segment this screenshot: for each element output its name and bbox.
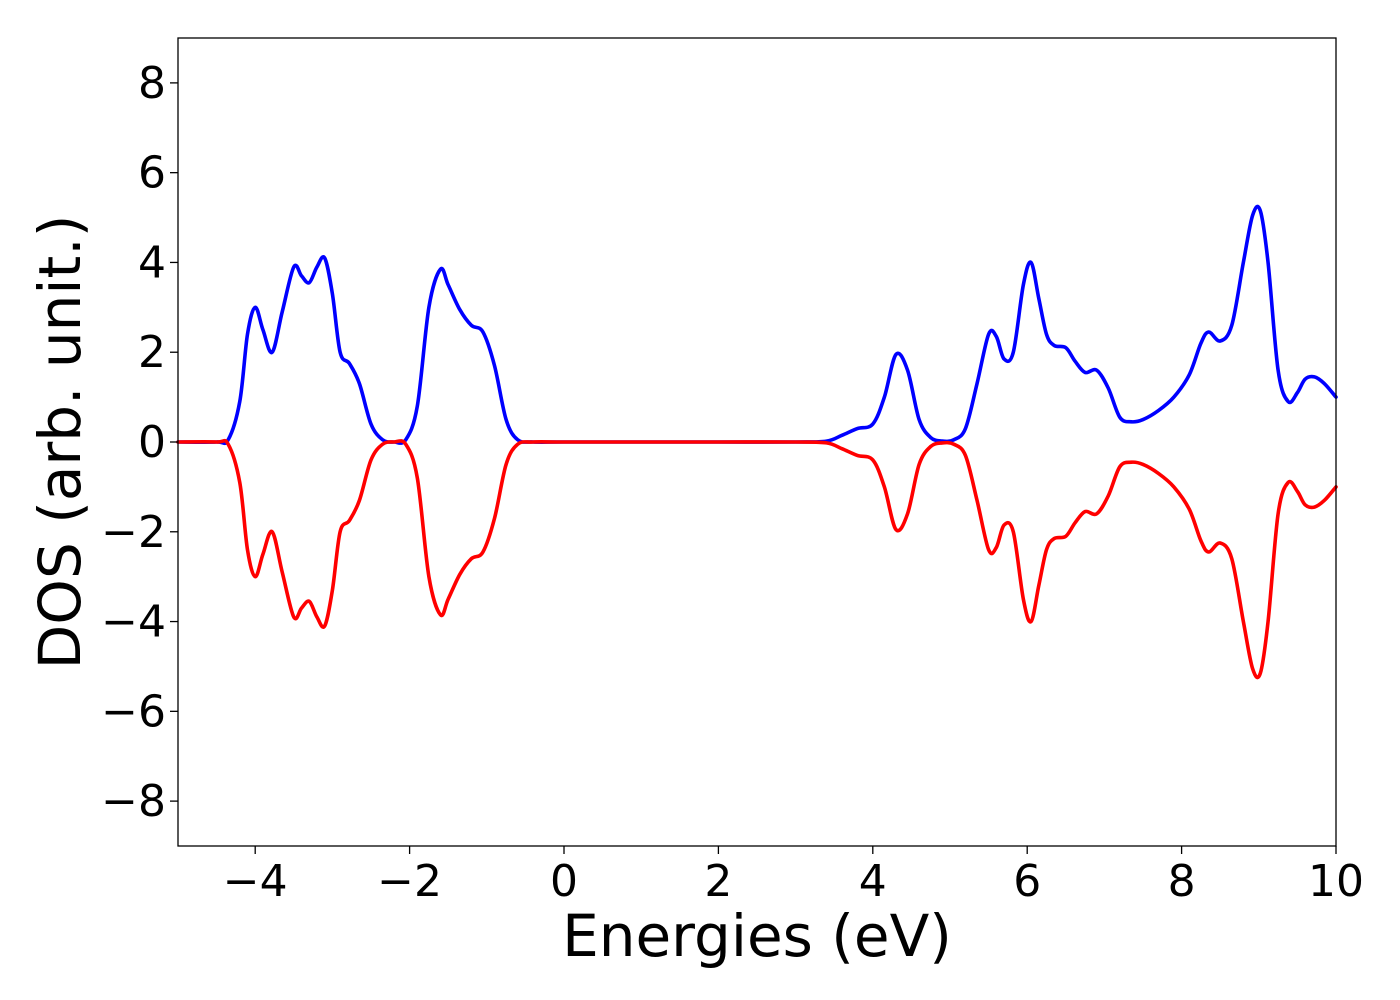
- x-tick-label: −2: [377, 856, 442, 907]
- y-tick-label: −6: [101, 686, 166, 737]
- y-axis: 8 6 4 2 0 −2 −4 −6 −8: [101, 58, 178, 827]
- x-axis: −4 −2 0 2 4 6 8 10: [223, 846, 1364, 907]
- y-tick-label: −8: [101, 776, 166, 827]
- series-2-line: [176, 438, 1338, 680]
- x-tick-label: −4: [223, 856, 288, 907]
- y-tick-label: 0: [138, 417, 166, 468]
- y-axis-title: DOS (arb. unit.): [26, 215, 94, 670]
- x-axis-title: Energies (eV): [562, 902, 952, 970]
- x-tick-label: 10: [1308, 856, 1364, 907]
- y-tick-label: 2: [138, 327, 166, 378]
- y-tick-label: −4: [101, 597, 166, 648]
- plot-layer: [176, 204, 1338, 680]
- y-tick-label: 6: [138, 148, 166, 199]
- y-tick-label: −2: [101, 507, 166, 558]
- series-1-line: [176, 204, 1338, 446]
- x-tick-label: 6: [1013, 856, 1041, 907]
- x-tick-label: 0: [550, 856, 578, 907]
- y-tick-label: 4: [138, 237, 166, 288]
- x-tick-label: 8: [1168, 856, 1196, 907]
- x-tick-label: 4: [859, 856, 887, 907]
- y-tick-label: 8: [138, 58, 166, 109]
- x-tick-label: 2: [704, 856, 732, 907]
